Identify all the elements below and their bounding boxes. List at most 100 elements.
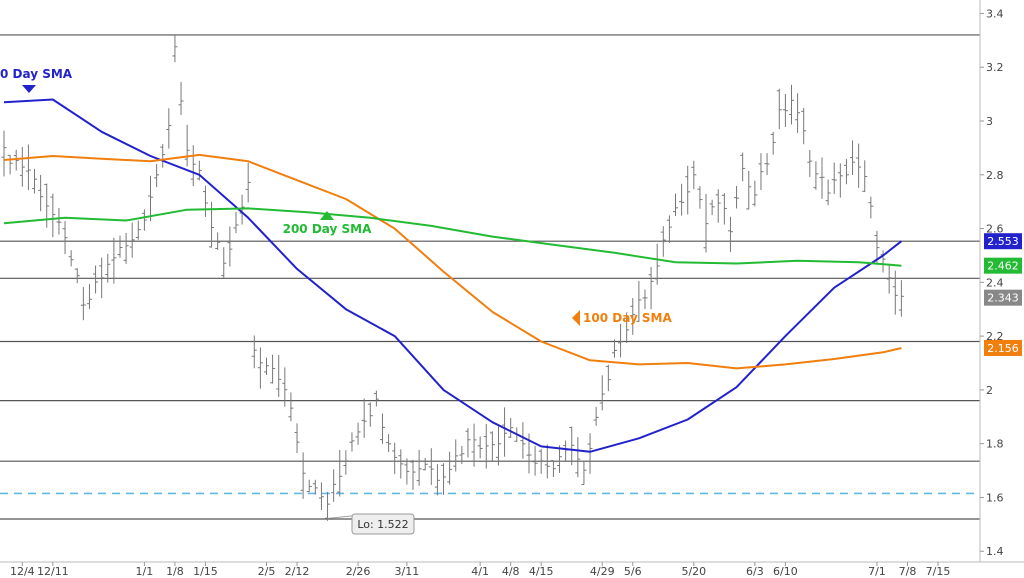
- y-tick: 2.4: [980, 276, 1004, 289]
- price-bar: [190, 145, 196, 187]
- x-tick-label: 5/6: [624, 565, 642, 578]
- price-bar: [532, 445, 538, 476]
- y-tick-label: 3: [986, 115, 993, 128]
- price-bar: [80, 287, 86, 321]
- x-tick-label: 4/29: [590, 565, 615, 578]
- price-bar: [422, 457, 428, 471]
- price-tag-value: 2.462: [987, 260, 1019, 273]
- low-marker-label: Lo: 1.522: [357, 518, 408, 531]
- x-tick: 4/15: [529, 562, 554, 578]
- price-bar: [886, 264, 892, 294]
- price-bar: [379, 413, 385, 444]
- x-tick: 3/11: [395, 562, 419, 578]
- x-tick-label: 6/3: [746, 565, 764, 578]
- x-tick: 2/12: [285, 562, 310, 578]
- y-tick-label: 3.4: [986, 7, 1004, 20]
- price-bar: [624, 312, 630, 343]
- price-bar: [233, 211, 239, 234]
- y-tick: 1.6: [980, 491, 1004, 504]
- x-tick-label: 5/20: [681, 565, 706, 578]
- price-bar: [648, 266, 654, 310]
- price-bar: [32, 168, 38, 194]
- x-tick: 7/8: [899, 562, 917, 578]
- price-bar: [489, 431, 495, 462]
- x-tick-label: 12/11: [37, 565, 69, 578]
- price-bar: [666, 215, 672, 243]
- price-bar: [544, 444, 550, 479]
- left-triangle-icon: [572, 310, 580, 326]
- price-bar: [300, 452, 306, 499]
- price-axis-panel: [980, 0, 1024, 562]
- price-bar: [636, 280, 642, 323]
- price-bar: [99, 257, 105, 299]
- price-tag-bg: [984, 233, 1022, 250]
- price-bar: [538, 449, 544, 474]
- price-bar: [837, 163, 843, 198]
- price-bar: [593, 407, 599, 426]
- price-tag: 2.343: [984, 289, 1022, 306]
- price-bar: [740, 152, 746, 182]
- y-tick-label: 2: [986, 384, 993, 397]
- price-bar: [483, 423, 489, 469]
- y-tick-label: 2.4: [986, 276, 1004, 289]
- x-tick: 4/1: [471, 562, 489, 578]
- price-bar: [605, 364, 611, 392]
- price-bar: [715, 189, 721, 223]
- low-marker: Lo: 1.522: [327, 513, 415, 535]
- price-bar: [795, 93, 801, 133]
- price-bar: [123, 232, 129, 264]
- price-bar: [386, 434, 392, 453]
- annotation-label: 200 Day SMA: [283, 222, 373, 236]
- price-bar: [148, 175, 154, 222]
- price-bar: [312, 479, 318, 495]
- price-tag-value: 2.553: [987, 235, 1019, 248]
- y-tick-label: 2.2: [986, 330, 1004, 343]
- price-bar: [270, 354, 276, 384]
- price-bar: [508, 417, 514, 439]
- price-bar: [373, 390, 379, 407]
- price-bar: [404, 458, 410, 485]
- y-tick: 1.4: [980, 545, 1004, 558]
- y-tick: 3: [980, 115, 993, 128]
- y-tick: 2.8: [980, 169, 1004, 182]
- price-tag: 2.462: [984, 257, 1022, 274]
- price-bar: [495, 426, 501, 466]
- price-bar: [618, 323, 624, 358]
- price-bars: [1, 34, 904, 521]
- x-tick: 12/11: [37, 562, 69, 578]
- price-bar: [752, 180, 758, 207]
- y-tick: 3.2: [980, 61, 1004, 74]
- price-bar: [892, 270, 898, 315]
- price-bar: [245, 162, 251, 203]
- price-bar: [416, 449, 422, 486]
- x-tick-label: 7/15: [926, 565, 951, 578]
- y-tick-label: 1.6: [986, 491, 1004, 504]
- price-bar: [843, 158, 849, 185]
- price-bar: [850, 140, 856, 175]
- y-tick-label: 2.6: [986, 223, 1004, 236]
- price-bar: [685, 165, 691, 215]
- price-bar: [825, 179, 831, 206]
- price-bar: [868, 196, 874, 219]
- x-tick-label: 2/26: [346, 565, 371, 578]
- up-triangle-icon: [320, 211, 334, 220]
- price-bar: [135, 220, 141, 240]
- y-tick: 2.6: [980, 223, 1004, 236]
- price-bar: [770, 132, 776, 155]
- x-tick: 2/5: [258, 562, 275, 578]
- price-tag: 2.553: [984, 233, 1022, 250]
- x-tick-label: 2/12: [285, 565, 310, 578]
- y-tick-label: 1.8: [986, 438, 1004, 451]
- x-tick-label: 7/8: [899, 565, 917, 578]
- price-bar: [801, 108, 807, 145]
- price-bar: [1, 130, 7, 177]
- price-bar: [611, 339, 617, 358]
- price-bar: [367, 402, 373, 427]
- price-bar: [196, 160, 202, 181]
- price-bar: [166, 108, 172, 149]
- down-triangle-icon: [22, 85, 36, 93]
- price-bar: [13, 149, 19, 171]
- price-bar: [343, 450, 349, 475]
- y-tick: 2.2: [980, 330, 1004, 343]
- price-bar: [215, 232, 221, 250]
